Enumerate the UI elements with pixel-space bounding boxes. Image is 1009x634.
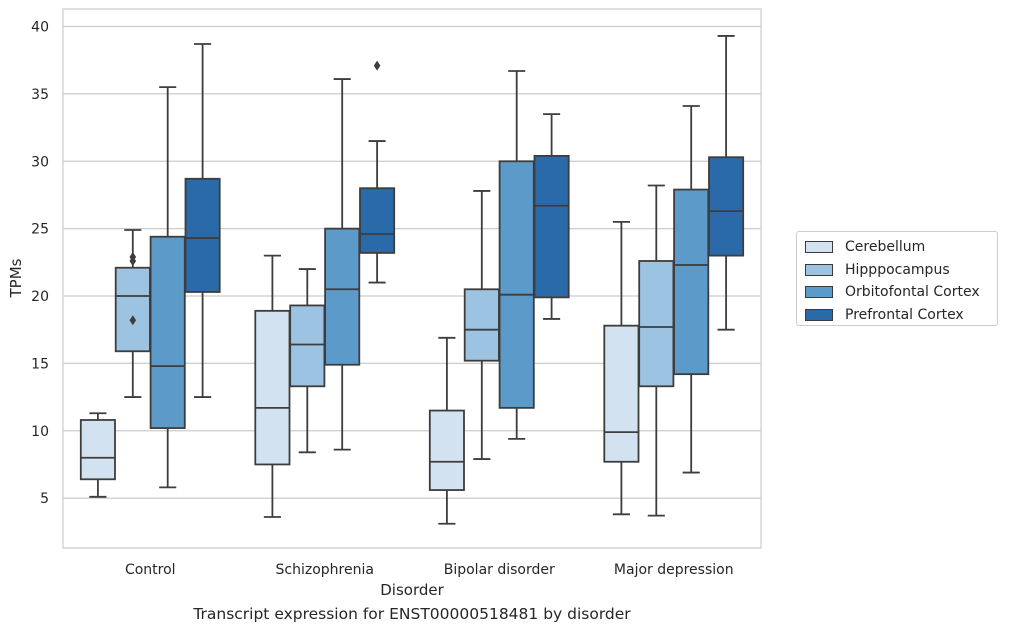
- plot-frame: [62, 8, 762, 549]
- box-schizophrenia-prefrontal-cortex: [359, 60, 396, 284]
- legend-swatch-prefrontal: [805, 308, 833, 321]
- legend-swatch-orbitofrontal: [805, 286, 833, 299]
- iqr-box-control-prefrontal-cortex: [184, 177, 221, 293]
- y-axis-label: TPMs: [7, 258, 25, 298]
- y-tick-label-35: 35: [31, 87, 49, 103]
- legend-swatch-hippocampus: [805, 263, 833, 276]
- x-tick-labels: Control Schizophrenia Bipolar disorder Majo…: [125, 562, 734, 578]
- box-major-depression-hipppocampus: [638, 184, 675, 517]
- outlier-control-hipppocampus-0: [129, 315, 137, 326]
- legend-label-prefrontal: Prefrontal Cortex: [845, 306, 964, 323]
- box-major-depression-orbitofontal-cortex: [673, 105, 710, 474]
- iqr-box-major-depression-cerebellum: [603, 324, 640, 463]
- box-major-depression-cerebellum: [603, 221, 640, 516]
- y-tick-label-25: 25: [31, 222, 49, 238]
- y-tick-label-10: 10: [31, 424, 49, 440]
- x-axis-label: Disorder: [380, 581, 444, 599]
- x-tick-label-schizophrenia: Schizophrenia: [276, 562, 374, 578]
- y-tick-label-30: 30: [31, 154, 49, 170]
- box-bipolar-disorder-hipppocampus: [463, 190, 500, 460]
- y-tick-label-20: 20: [31, 289, 49, 305]
- y-tick-label-40: 40: [31, 20, 49, 36]
- box-control-cerebellum: [79, 412, 116, 498]
- y-tick-label-5: 5: [40, 491, 49, 507]
- legend-label-cerebellum: Cerebellum: [845, 239, 926, 256]
- iqr-box-schizophrenia-hipppocampus: [289, 304, 326, 388]
- box-layer: [79, 35, 745, 525]
- chart-caption: Transcript expression for ENST0000051848…: [193, 605, 631, 623]
- x-tick-label-control: Control: [125, 562, 176, 578]
- legend-item-hippocampus: Hipppocampus: [805, 259, 989, 282]
- legend: Cerebellum Hipppocampus Orbitofontal Cor…: [796, 231, 998, 326]
- outlier-schizophrenia-prefrontal-cortex-0: [373, 60, 381, 71]
- outlier-control-hipppocampus-2: [129, 251, 137, 262]
- legend-item-orbitofrontal: Orbitofontal Cortex: [805, 281, 989, 304]
- iqr-box-major-depression-orbitofontal-cortex: [673, 188, 710, 376]
- iqr-box-control-cerebellum: [79, 419, 116, 481]
- iqr-box-bipolar-disorder-cerebellum: [428, 409, 465, 491]
- legend-item-prefrontal: Prefrontal Cortex: [805, 304, 989, 327]
- iqr-box-schizophrenia-orbitofontal-cortex: [324, 227, 361, 366]
- box-control-orbitofontal-cortex: [149, 86, 186, 489]
- x-tick-label-bipolar-disorder: Bipolar disorder: [444, 562, 555, 578]
- box-schizophrenia-orbitofontal-cortex: [324, 78, 361, 451]
- y-tick-labels: 5 10 15 20 25 30 35 40: [31, 20, 49, 508]
- box-bipolar-disorder-cerebellum: [428, 336, 465, 525]
- iqr-box-control-hipppocampus: [114, 266, 151, 353]
- iqr-box-bipolar-disorder-orbitofontal-cortex: [498, 160, 535, 409]
- legend-label-hippocampus: Hipppocampus: [845, 261, 950, 278]
- box-control-prefrontal-cortex: [184, 43, 221, 398]
- box-bipolar-disorder-orbitofontal-cortex: [498, 70, 535, 440]
- iqr-box-control-orbitofontal-cortex: [149, 235, 186, 429]
- legend-item-cerebellum: Cerebellum: [805, 236, 989, 259]
- box-bipolar-disorder-prefrontal-cortex: [533, 113, 570, 320]
- legend-swatch-cerebellum: [805, 241, 833, 254]
- iqr-box-bipolar-disorder-prefrontal-cortex: [533, 154, 570, 299]
- iqr-box-major-depression-prefrontal-cortex: [708, 156, 745, 257]
- legend-label-orbitofrontal: Orbitofontal Cortex: [845, 284, 980, 301]
- box-schizophrenia-cerebellum: [254, 254, 291, 518]
- iqr-box-major-depression-hipppocampus: [638, 260, 675, 388]
- iqr-box-schizophrenia-cerebellum: [254, 309, 291, 466]
- iqr-box-schizophrenia-prefrontal-cortex: [359, 187, 396, 254]
- iqr-box-bipolar-disorder-hipppocampus: [463, 288, 500, 362]
- box-major-depression-prefrontal-cortex: [708, 35, 745, 331]
- x-tick-label-major-depression: Major depression: [614, 562, 734, 578]
- box-control-hipppocampus: [114, 229, 151, 398]
- y-tick-label-15: 15: [31, 356, 49, 372]
